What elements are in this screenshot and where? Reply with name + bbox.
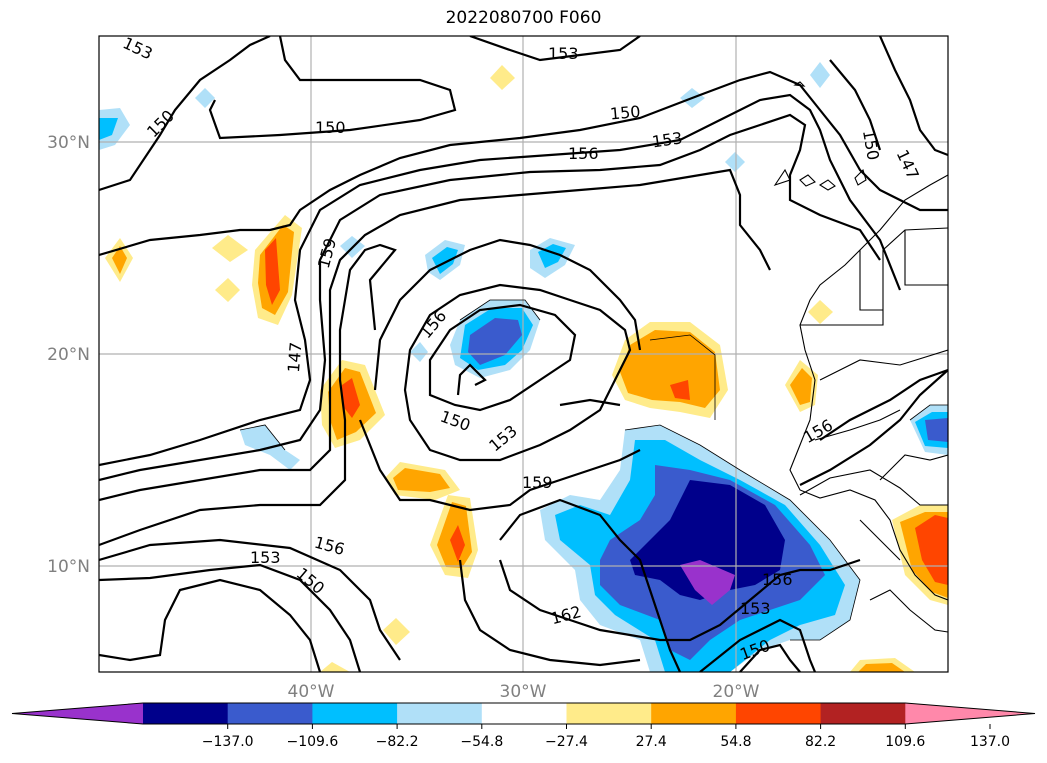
positive-region-4-red (450, 525, 465, 562)
contour-label: 156 (568, 144, 599, 163)
negative-blob-10 (725, 152, 745, 172)
colorbar-tick-label: −82.2 (376, 734, 419, 750)
region-outlines (239, 299, 948, 641)
colorbar-tick-label: −109.6 (286, 734, 338, 750)
colorbar-segment (651, 703, 737, 724)
colorbar-segment (820, 703, 906, 724)
negative-blob-6-blue (925, 418, 948, 442)
contour-label: 150 (609, 102, 641, 124)
positive-region-1-orange (620, 330, 720, 408)
map-title: 2022080700 F060 (445, 8, 602, 28)
positive-region-11-yellow (490, 65, 515, 90)
negative-region-purple (680, 560, 735, 605)
negative-blob-7 (195, 88, 215, 108)
coastlines (773, 81, 948, 633)
positive-region-10-yellow (215, 278, 240, 302)
positive-region-3-red (265, 238, 280, 305)
lon-label: 30°W (500, 682, 547, 702)
lon-label: 40°W (288, 682, 335, 702)
contour-label: 153 (250, 548, 281, 567)
lat-tick-labels: 30°N 20°N 10°N (47, 133, 90, 577)
colorbar-extend-high (905, 703, 1035, 724)
contour-label: 153 (548, 44, 579, 63)
colorbar-tick-label: 27.4 (636, 734, 667, 750)
colorbar-segment (735, 703, 822, 724)
positive-region-14-orange (858, 663, 905, 672)
colorbar-tick-label: 109.6 (885, 734, 925, 750)
colorbar-segment (566, 703, 652, 724)
colorbar: −137.0 −109.6 −82.2 −54.8 −27.4 27.4 54.8 82.2 1… (11, 702, 1036, 750)
colorbar-segment (227, 703, 313, 724)
map-border (98, 35, 949, 673)
colorbar-tick-label: −137.0 (202, 734, 254, 750)
positive-region-12-yellow (808, 300, 833, 324)
contour-label: 156 (762, 570, 793, 589)
colorbar-segment (481, 703, 567, 724)
colorbar-outline (11, 702, 1036, 725)
positive-region-15-yellow (320, 662, 350, 672)
contour-label: 153 (740, 599, 771, 618)
negative-region-navy (630, 480, 785, 600)
contour-label: 153 (651, 128, 684, 151)
negative-blob-12 (410, 342, 428, 362)
positive-region-2-red (342, 378, 360, 418)
colorbar-extend-low (12, 703, 143, 724)
lat-label: 10°N (47, 557, 90, 577)
colorbar-tick-label: −54.8 (460, 734, 503, 750)
contour-lines (99, 36, 948, 672)
positive-region-9-yellow (212, 235, 248, 262)
negative-blob-11 (810, 62, 830, 88)
contour-label: 150 (315, 118, 346, 137)
positive-region-5-orange (393, 468, 450, 492)
positive-region-6-red (915, 515, 948, 585)
lat-label: 30°N (47, 133, 90, 153)
lat-label: 20°N (47, 345, 90, 365)
positive-region-8-orange (112, 246, 127, 274)
negative-blob-2-core (432, 247, 458, 274)
positive-region-1-red (670, 380, 690, 400)
positive-region-13-yellow (383, 618, 410, 645)
colorbar-segment (397, 703, 483, 724)
contour-label: 159 (522, 473, 553, 492)
colorbar-segment (312, 703, 398, 724)
lon-label: 20°W (713, 682, 760, 702)
positive-region-7-orange (790, 368, 812, 405)
negative-blob-4-core (99, 118, 118, 140)
colorbar-tick-label: 137.0 (970, 734, 1010, 750)
colorbar-tick-label: 82.2 (805, 734, 836, 750)
colorbar-tick-label: 54.8 (720, 734, 751, 750)
contour-label: 147 (284, 341, 306, 373)
colorbar-tick-label: −27.4 (545, 734, 588, 750)
negative-blob-1-blue (468, 318, 522, 365)
colorbar-segment (143, 703, 229, 724)
shaded-fields (99, 62, 948, 672)
lon-tick-labels: 40°W 30°W 20°W (288, 682, 760, 702)
